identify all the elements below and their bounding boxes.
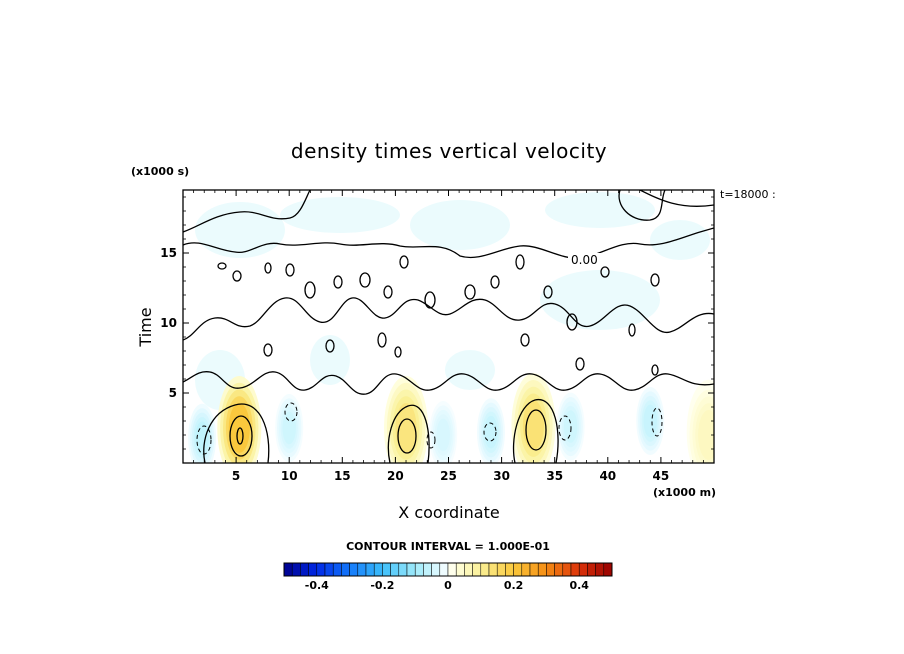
contour-interval-label: CONTOUR INTERVAL = 1.000E-01	[346, 540, 550, 553]
x-tick-label: 10	[281, 469, 298, 483]
colorbar-segment	[578, 562, 588, 577]
y-tick-label: 15	[160, 246, 177, 260]
negative-cell-1	[275, 394, 304, 462]
colorbar-segment	[341, 562, 350, 577]
colorbar-segment	[357, 562, 367, 577]
colorbar-segment	[464, 562, 473, 577]
negative-cell-2	[429, 401, 458, 463]
colorbar-segment	[308, 562, 318, 577]
colorbar-segment	[414, 562, 424, 577]
x-tick-label: 35	[546, 469, 563, 483]
contour-value-label: 0.00	[571, 253, 598, 267]
colorbar-tick-label: 0.2	[504, 579, 524, 592]
colorbar-segment	[398, 562, 408, 577]
colorbar-segment	[316, 562, 326, 577]
negative-cell-0	[188, 403, 217, 463]
colorbar-segment	[324, 562, 334, 577]
x-tick-label: 45	[653, 469, 670, 483]
colorbar-segment	[603, 562, 613, 577]
colorbar: -0.4 -0.2 0 0.2 0.4	[283, 562, 613, 592]
colorbar-tick-label: 0	[444, 579, 452, 592]
x-tick-label: 5	[232, 469, 240, 483]
colorbar-segment	[472, 562, 482, 577]
colorbar-segment	[300, 562, 309, 577]
positive-cell-0	[217, 376, 262, 463]
colorbar-segment	[587, 562, 596, 577]
x-tick-label: 25	[440, 469, 457, 483]
colorbar-segment	[447, 562, 457, 577]
x-tick-label: 15	[334, 469, 351, 483]
negative-cell-5	[636, 387, 665, 455]
colorbar-segment	[406, 562, 416, 577]
colorbar-segment	[595, 562, 605, 577]
contour-lines	[183, 190, 714, 463]
y-axis-label: Time	[136, 307, 155, 347]
colorbar-segment	[546, 562, 555, 577]
axis-ticks: 5 10 15 20 25 30 35 40 45 5 10 15	[160, 190, 714, 483]
x-tick-label: 30	[493, 469, 510, 483]
colorbar-segment	[332, 562, 342, 577]
y-units-label: (x1000 s)	[131, 165, 189, 178]
x-tick-label: 40	[599, 469, 616, 483]
colorbar-segment	[423, 562, 432, 577]
colorbar-segment	[529, 562, 539, 577]
y-tick-label: 5	[169, 386, 177, 400]
colorbar-segment	[570, 562, 580, 577]
y-tick-label: 10	[160, 316, 177, 330]
colorbar-segment	[291, 562, 301, 577]
colorbar-tick-label: -0.2	[370, 579, 394, 592]
negative-cell-3	[476, 398, 505, 463]
time-stamp-label: t=18000 :	[720, 188, 776, 201]
chart-title: density times vertical velocity	[291, 139, 607, 163]
colorbar-segment	[505, 562, 514, 577]
colorbar-segment	[488, 562, 498, 577]
colorbar-segment	[513, 562, 523, 577]
colorbar-segment	[521, 562, 531, 577]
negative-contours	[196, 402, 663, 455]
colorbar-segment	[349, 562, 359, 577]
colorbar-segment	[554, 562, 564, 577]
colorbar-segment	[455, 562, 465, 577]
colorbar-tick-label: -0.4	[305, 579, 329, 592]
colorbar-segment	[496, 562, 506, 577]
colorbar-segment	[562, 562, 572, 577]
colorbar-segment	[382, 562, 391, 577]
colorbar-segment	[537, 562, 547, 577]
positive-cell-3	[686, 379, 714, 463]
colorbar-tick-label: 0.4	[569, 579, 589, 592]
colorbar-segment	[439, 562, 449, 577]
colorbar-segment	[365, 562, 375, 577]
x-tick-label: 20	[387, 469, 404, 483]
colorbar-frame	[283, 562, 613, 577]
colorbar-segment	[283, 562, 293, 577]
colorbar-segment	[431, 562, 441, 577]
x-units-label: (x1000 m)	[653, 486, 716, 499]
plot-area	[183, 190, 714, 463]
colorbar-segment	[390, 562, 400, 577]
colorbar-segment	[480, 562, 490, 577]
colorbar-segment	[373, 562, 383, 577]
x-axis-label: X coordinate	[398, 503, 499, 522]
